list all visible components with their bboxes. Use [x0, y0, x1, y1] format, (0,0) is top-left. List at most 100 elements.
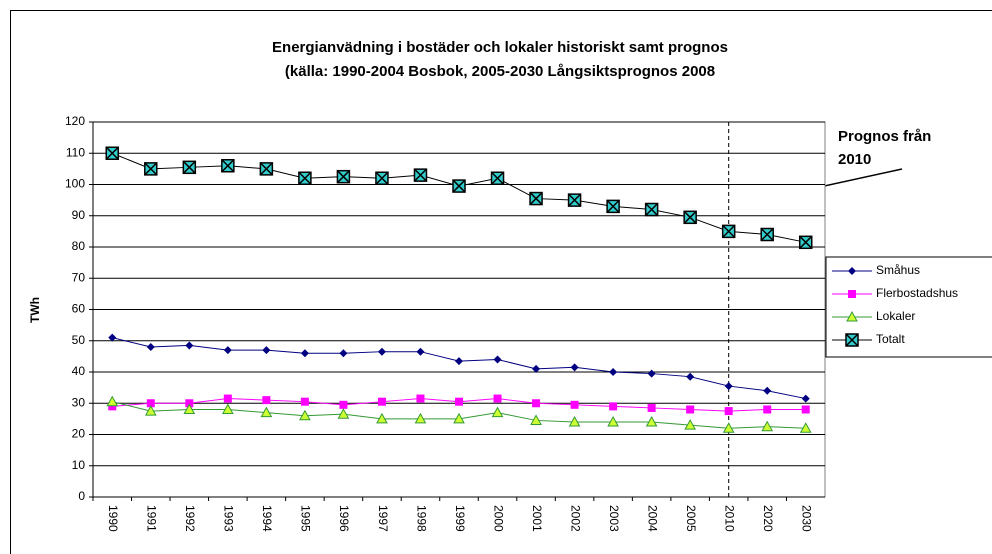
marker	[798, 235, 813, 250]
marker	[413, 168, 428, 182]
marker-x	[683, 210, 697, 224]
legend-label: Lokaler	[876, 309, 915, 323]
marker	[801, 405, 810, 414]
y-tick-label: 110	[66, 145, 85, 159]
x-tick-label: 2020	[761, 505, 775, 532]
x-tick-label: 1996	[337, 505, 351, 532]
x-tick-label: 1997	[376, 505, 390, 532]
marker	[606, 199, 620, 214]
y-tick-label: 120	[65, 114, 85, 128]
marker-x	[375, 171, 389, 185]
x-tick-label: 2010	[723, 505, 737, 532]
marker	[686, 372, 695, 381]
x-tick-label: 2004	[645, 505, 659, 532]
marker	[532, 399, 541, 408]
marker	[848, 267, 856, 275]
chart-subtitle: (källa: 1990-2004 Bosbok, 2005-2030 Lång…	[285, 63, 715, 80]
marker	[146, 399, 155, 408]
marker	[452, 179, 466, 193]
marker	[799, 422, 812, 433]
marker	[530, 414, 542, 425]
x-tick-label: 2003	[607, 505, 621, 532]
marker	[846, 310, 858, 322]
marker	[377, 397, 386, 406]
marker	[414, 412, 427, 424]
x-tick-label: 2002	[568, 505, 582, 532]
marker	[490, 171, 505, 185]
marker	[336, 169, 351, 184]
marker-x	[490, 171, 505, 185]
marker-x	[144, 162, 158, 176]
legend-label: Totalt	[876, 332, 905, 346]
x-tick-label: 1999	[453, 505, 467, 532]
marker	[377, 347, 386, 356]
y-tick-label: 50	[72, 333, 86, 347]
marker	[724, 407, 733, 416]
legend-label: Småhus	[876, 263, 920, 277]
marker-x	[221, 159, 235, 173]
marker	[337, 408, 350, 419]
marker	[607, 415, 619, 427]
marker-x	[722, 224, 736, 238]
y-tick-label: 80	[72, 239, 86, 253]
x-tick-label: 2001	[530, 505, 544, 532]
marker-x	[298, 171, 312, 185]
y-tick-label: 60	[72, 302, 86, 316]
marker	[300, 397, 309, 406]
y-axis-label: TWh	[28, 297, 42, 323]
marker	[185, 399, 194, 408]
marker	[647, 369, 656, 378]
marker	[455, 357, 463, 366]
marker	[493, 355, 502, 364]
marker-x	[606, 199, 620, 213]
marker-x	[182, 160, 196, 174]
x-tick-label: 1998	[414, 505, 428, 532]
marker-x	[760, 227, 774, 242]
marker	[763, 386, 772, 395]
marker	[686, 405, 695, 414]
y-tick-label: 40	[72, 364, 86, 378]
x-tick-label: 1992	[183, 505, 197, 532]
y-tick-label: 30	[72, 395, 86, 409]
marker	[760, 227, 774, 242]
x-tick-label: 1990	[106, 505, 120, 532]
marker-x	[645, 202, 659, 217]
marker-x	[799, 235, 813, 249]
marker	[223, 346, 232, 355]
marker	[684, 419, 697, 430]
marker	[339, 349, 348, 358]
marker	[567, 193, 582, 207]
marker	[644, 202, 659, 217]
marker	[108, 402, 117, 411]
legend-label: Flerbostadshus	[876, 286, 958, 300]
marker	[416, 394, 425, 403]
marker	[146, 343, 155, 351]
marker	[529, 191, 543, 206]
marker	[260, 406, 273, 418]
annotation: 2010	[838, 151, 871, 168]
x-tick-label: 1994	[260, 505, 274, 532]
marker	[106, 395, 119, 407]
marker	[259, 162, 274, 176]
y-tick-label: 0	[78, 489, 85, 503]
marker	[609, 402, 618, 411]
marker-x	[105, 146, 119, 160]
marker	[183, 403, 196, 414]
marker	[299, 409, 311, 421]
y-tick-label: 20	[72, 427, 86, 441]
marker	[182, 160, 197, 175]
marker	[339, 400, 348, 409]
marker	[645, 415, 658, 427]
marker	[300, 349, 309, 358]
y-tick-label: 10	[72, 458, 86, 472]
x-tick-label: 1993	[222, 505, 236, 532]
marker	[416, 347, 425, 356]
marker	[724, 382, 733, 391]
marker-x	[336, 170, 350, 184]
x-tick-label: 2005	[684, 505, 698, 532]
marker-x	[452, 179, 466, 193]
marker	[105, 146, 120, 160]
marker	[647, 403, 656, 412]
